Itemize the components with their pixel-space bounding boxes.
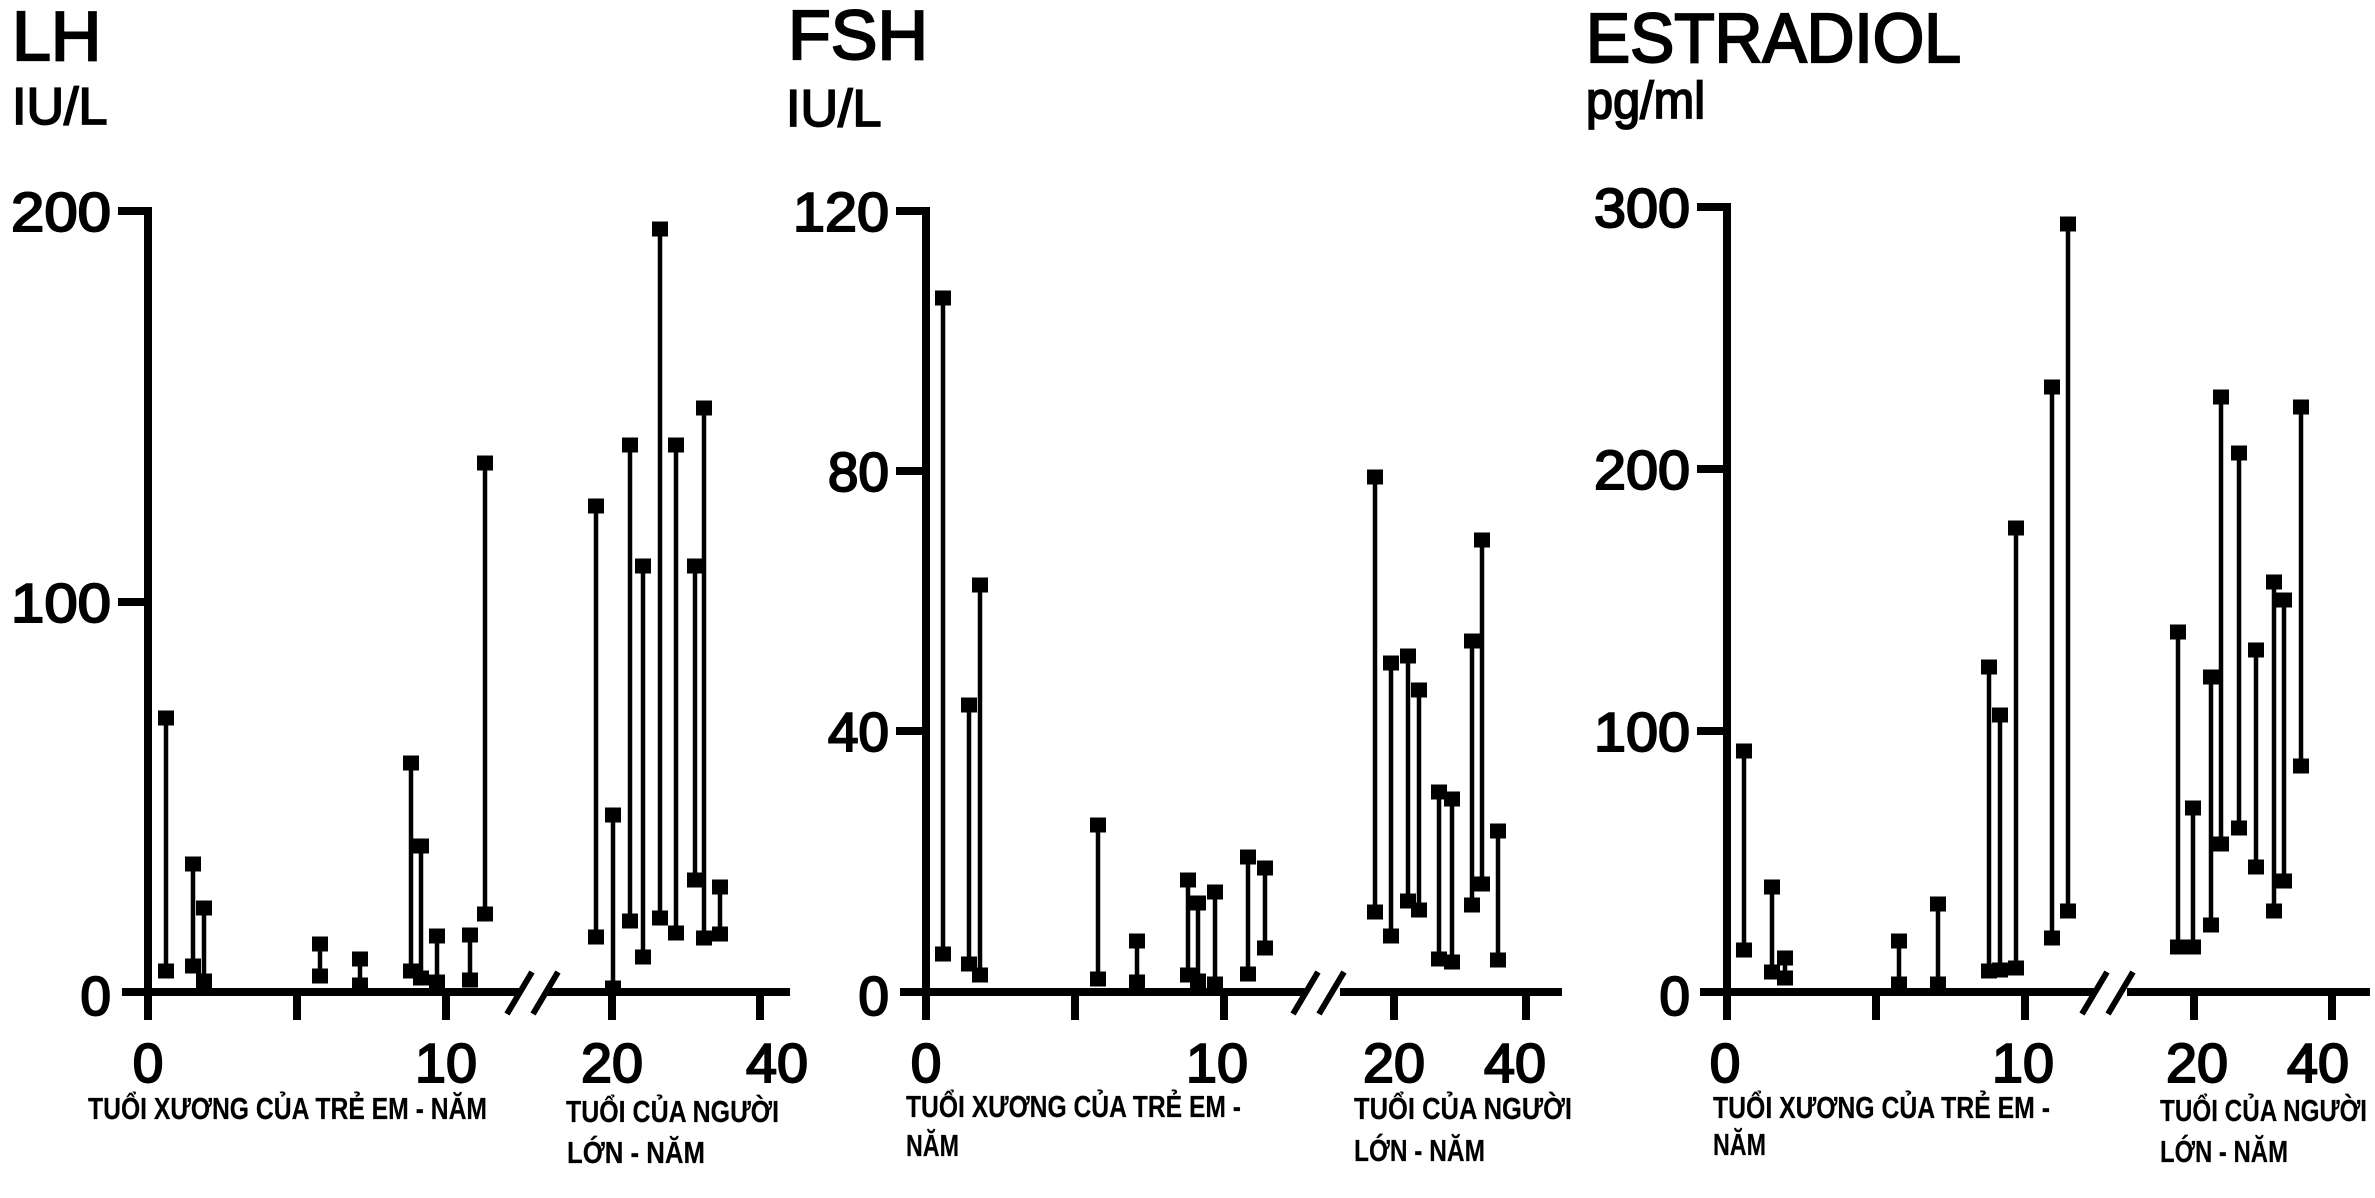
svg-text:40: 40	[2287, 1032, 2349, 1094]
svg-text:40: 40	[828, 701, 889, 763]
svg-text:LỚN - NĂM: LỚN - NĂM	[567, 1134, 705, 1170]
svg-text:20: 20	[581, 1032, 643, 1094]
svg-text:0: 0	[1659, 965, 1690, 1027]
svg-text:40: 40	[1484, 1032, 1546, 1094]
svg-text:100: 100	[11, 572, 111, 634]
svg-text:0: 0	[1710, 1032, 1741, 1094]
svg-text:20: 20	[2166, 1032, 2228, 1094]
svg-text:200: 200	[11, 181, 111, 243]
svg-text:100: 100	[1594, 701, 1690, 763]
svg-text:0: 0	[911, 1032, 942, 1094]
svg-text:ESTRADIOL: ESTRADIOL	[1586, 0, 1961, 77]
svg-text:LỚN - NĂM: LỚN - NĂM	[2160, 1133, 2288, 1169]
svg-text:FSH: FSH	[788, 0, 928, 74]
svg-text:40: 40	[746, 1032, 808, 1094]
svg-text:TUỔI CỦA NGƯỜI: TUỔI CỦA NGƯỜI	[2160, 1092, 2367, 1128]
svg-text:0: 0	[858, 965, 889, 1027]
svg-text:TUỔI CỦA NGƯỜI: TUỔI CỦA NGƯỜI	[566, 1093, 779, 1129]
svg-text:NĂM: NĂM	[1713, 1127, 1766, 1162]
svg-text:120: 120	[793, 181, 889, 243]
svg-text:TUỔI CỦA NGƯỜI: TUỔI CỦA NGƯỜI	[1354, 1090, 1572, 1126]
svg-text:0: 0	[133, 1032, 164, 1094]
svg-text:10: 10	[1992, 1032, 2054, 1094]
svg-text:10: 10	[415, 1032, 477, 1094]
svg-text:10: 10	[1186, 1032, 1248, 1094]
svg-text:LỚN - NĂM: LỚN - NĂM	[1354, 1132, 1485, 1168]
svg-text:IU/L: IU/L	[12, 78, 107, 136]
svg-text:NĂM: NĂM	[906, 1128, 959, 1163]
svg-text:pg/ml: pg/ml	[1586, 72, 1705, 130]
svg-text:200: 200	[1594, 439, 1690, 501]
svg-text:20: 20	[1363, 1032, 1425, 1094]
svg-text:80: 80	[828, 441, 889, 503]
svg-text:TUỔI XƯƠNG CỦA TRẺ EM -: TUỔI XƯƠNG CỦA TRẺ EM -	[906, 1088, 1241, 1124]
svg-text:TUỔI XƯƠNG CỦA TRẺ EM - NĂM: TUỔI XƯƠNG CỦA TRẺ EM - NĂM	[88, 1090, 487, 1126]
svg-text:TUỔI XƯƠNG CỦA TRẺ EM -: TUỔI XƯƠNG CỦA TRẺ EM -	[1713, 1089, 2050, 1125]
svg-text:300: 300	[1594, 177, 1690, 239]
svg-text:LH: LH	[12, 0, 101, 75]
svg-text:IU/L: IU/L	[786, 80, 881, 138]
svg-text:0: 0	[80, 965, 111, 1027]
